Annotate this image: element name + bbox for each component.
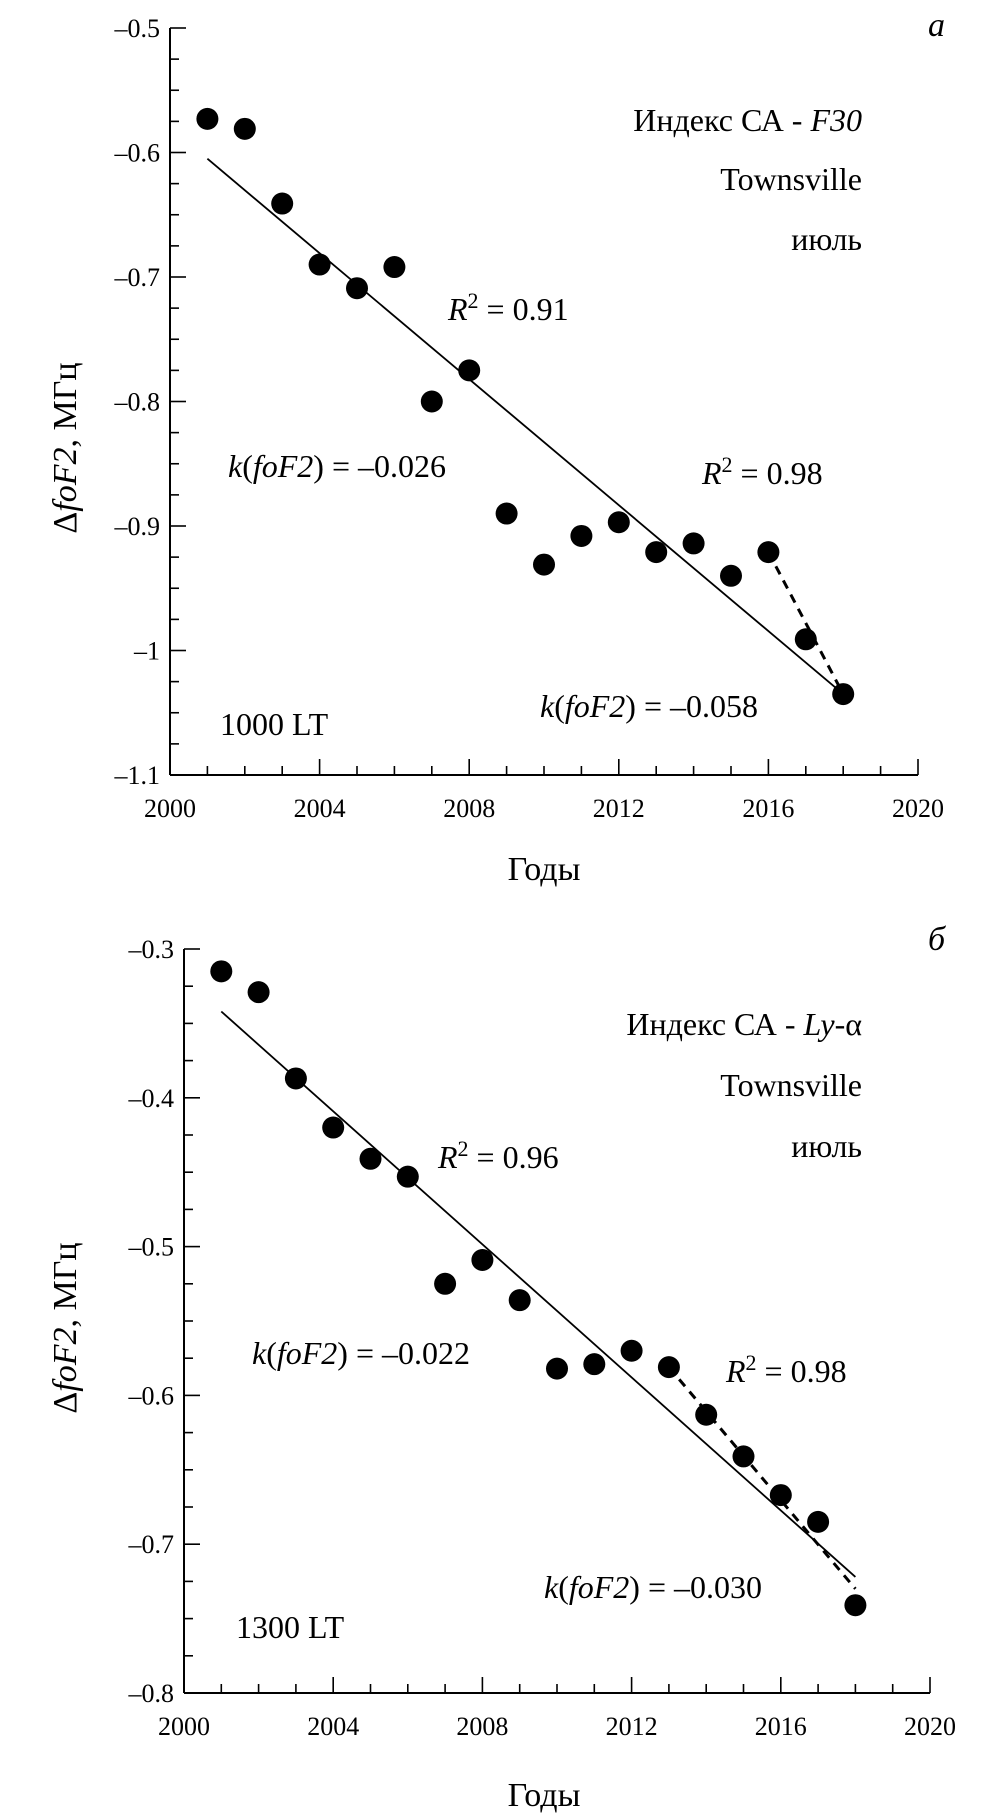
- panel-a-month: июль: [791, 221, 862, 257]
- data-point: [308, 253, 331, 276]
- data-point: [832, 683, 855, 706]
- data-point: [570, 524, 593, 547]
- panel-b-data-points: [210, 960, 867, 1617]
- x-tick-label: 2004: [307, 1712, 359, 1741]
- panel-a-y-ticks: –1.1 –1 –0.9 –0.8 –0.7 –0.6 –0.5: [114, 14, 186, 790]
- panel-b-letter: б: [928, 921, 947, 958]
- panel-a-local-time: 1000 LT: [220, 706, 329, 742]
- trend-line-recent-period: [767, 551, 845, 695]
- data-point: [247, 981, 270, 1004]
- data-point: [794, 628, 817, 651]
- y-tick-label: –0.7: [128, 1530, 175, 1559]
- panel-b-k-recent: k(foF2) = –0.030: [544, 1569, 762, 1605]
- y-tick-label: –0.5: [114, 14, 161, 43]
- x-tick-label: 2020: [904, 1712, 956, 1741]
- data-point: [732, 1445, 755, 1468]
- x-tick-label: 2008: [456, 1712, 508, 1741]
- panel-b-station: Townsville: [720, 1067, 862, 1103]
- data-point: [546, 1357, 568, 1380]
- panel-b-k-full: k(foF2) = –0.022: [252, 1335, 470, 1371]
- data-point: [645, 541, 668, 564]
- data-point: [720, 564, 742, 587]
- panel-b-x-ticks: 2000 2004 2008 2012 2016 2020: [158, 1677, 956, 1741]
- data-point: [807, 1510, 830, 1533]
- trend-line-full-period: [220, 1010, 856, 1578]
- y-tick-label: –0.6: [114, 139, 161, 168]
- data-point: [396, 1165, 419, 1188]
- panel-b-y-title: ΔfoF2, МГц: [47, 1242, 84, 1413]
- data-point: [271, 192, 294, 215]
- y-tick-label: –1: [133, 637, 160, 666]
- data-point: [322, 1116, 345, 1139]
- data-point: [695, 1403, 718, 1426]
- data-point: [471, 1248, 494, 1271]
- data-point: [284, 1067, 307, 1090]
- data-point: [210, 960, 233, 983]
- x-tick-label: 2000: [144, 794, 196, 823]
- trend-line-recent-period: [667, 1366, 857, 1590]
- x-tick-label: 2016: [755, 1712, 807, 1741]
- y-tick-label: –0.7: [114, 263, 161, 292]
- data-point: [508, 1289, 531, 1312]
- panel-b-x-title: Годы: [508, 1777, 581, 1814]
- panel-b-r2-full: R2 = 0.96: [437, 1136, 559, 1175]
- y-tick-label: –0.5: [128, 1233, 175, 1262]
- y-tick-label: –0.3: [128, 935, 175, 964]
- panel-b-index-title: Индекс СА - Ly-α: [626, 1006, 862, 1042]
- data-point: [346, 277, 368, 300]
- data-point: [620, 1339, 643, 1362]
- x-tick-label: 2012: [593, 794, 645, 823]
- panel-b: 2000 2004 2008 2012 2016 2020 –0.8–0.7–0.6–0.…: [47, 921, 956, 1814]
- data-point: [757, 541, 780, 564]
- panel-a-x-title: Годы: [508, 851, 581, 888]
- panel-b-y-ticks: –0.8 –0.7 –0.6 –0.5 –0.4 –0.3: [128, 935, 200, 1708]
- y-tick-label: –0.8: [128, 1679, 175, 1708]
- panel-b-month: июль: [791, 1128, 862, 1164]
- x-tick-label: 2004: [294, 794, 346, 823]
- panel-a-letter: а: [928, 7, 945, 44]
- y-tick-label: –0.9: [114, 512, 161, 541]
- x-tick-label: 2000: [158, 1712, 210, 1741]
- data-point: [607, 511, 630, 534]
- data-point: [359, 1147, 382, 1170]
- data-point: [196, 107, 219, 130]
- panel-a-y-title: ΔfoF2, МГц: [47, 362, 84, 533]
- panel-a-x-ticks: 2000 2004 2008 2012 2016 2020: [144, 759, 944, 823]
- panel-b-trend-lines: [220, 1010, 857, 1590]
- panel-b-r2-recent: R2 = 0.98: [725, 1350, 847, 1389]
- x-tick-label: 2008: [443, 794, 495, 823]
- panel-a-r2-full: R2 = 0.91: [447, 288, 569, 327]
- panel-a-station: Townsville: [720, 161, 862, 197]
- y-tick-label: –0.8: [114, 388, 161, 417]
- data-point: [682, 532, 705, 555]
- panel-a-data-points: [196, 107, 855, 706]
- data-point: [458, 359, 481, 382]
- panel-a-r2-recent: R2 = 0.98: [701, 452, 823, 491]
- y-tick-label: –0.4: [128, 1084, 175, 1113]
- y-tick-label: –0.6: [128, 1381, 175, 1410]
- data-point: [495, 502, 518, 525]
- panel-a-index-title: Индекс СА - F30: [633, 102, 862, 138]
- data-point: [233, 117, 256, 140]
- y-tick-label: –1.1: [114, 761, 161, 790]
- data-point: [657, 1356, 680, 1379]
- x-tick-label: 2020: [892, 794, 944, 823]
- panel-a: 2000 2004 2008 2012 2016 2020 –1.1–1–0.9–0.8–…: [47, 7, 945, 888]
- data-point: [844, 1594, 867, 1617]
- data-point: [434, 1272, 457, 1295]
- x-tick-label: 2012: [606, 1712, 658, 1741]
- trend-line-full-period: [206, 158, 844, 695]
- panel-a-k-recent: k(foF2) = –0.058: [540, 688, 758, 724]
- panel-b-local-time: 1300 LT: [236, 1609, 345, 1645]
- data-point: [420, 390, 443, 413]
- panel-a-k-full: k(foF2) = –0.026: [228, 448, 446, 484]
- panel-a-trend-lines: [206, 158, 845, 695]
- data-point: [383, 256, 406, 279]
- x-tick-label: 2016: [742, 794, 794, 823]
- data-point: [533, 553, 555, 576]
- data-point: [769, 1484, 792, 1507]
- data-point: [583, 1353, 606, 1376]
